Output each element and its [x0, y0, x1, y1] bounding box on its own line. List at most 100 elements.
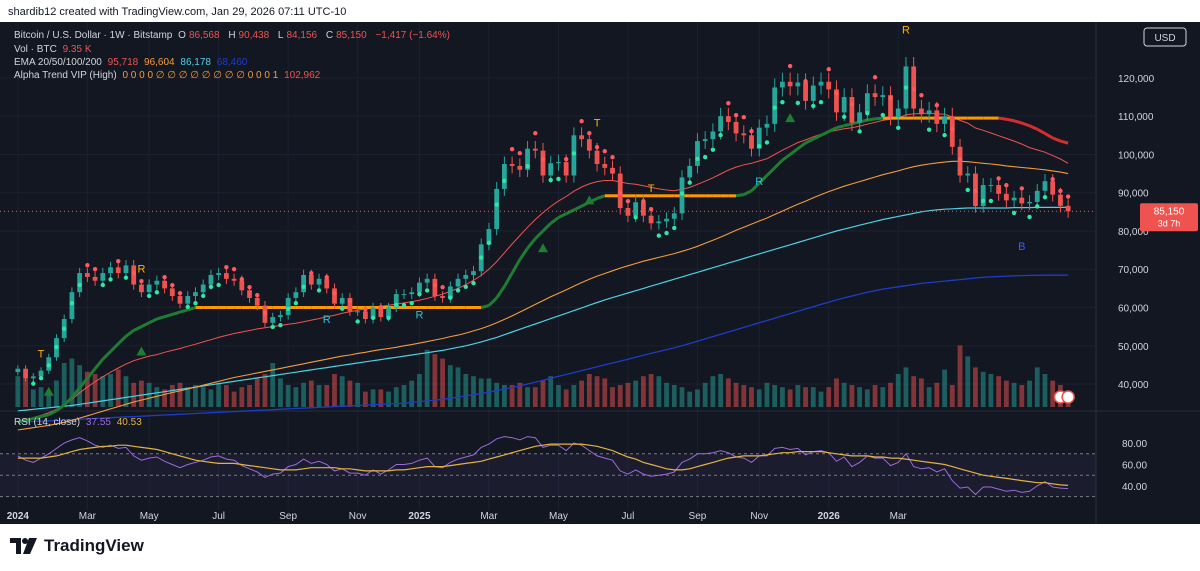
legend-o-label: O: [178, 30, 186, 41]
volume-bar: [231, 391, 237, 407]
trailing-stop-dot: [301, 284, 306, 289]
candle-body: [108, 267, 113, 274]
trailing-stop-dot: [201, 293, 206, 299]
time-tick-label: Nov: [750, 511, 768, 522]
brand-logo[interactable]: TradingView: [10, 536, 144, 556]
trailing-stop-dot: [77, 282, 82, 288]
trailing-stop-dot: [664, 230, 669, 236]
trailing-stop-dot: [1019, 186, 1025, 191]
volume-bar: [834, 378, 839, 407]
trailing-stop-dot: [247, 284, 252, 290]
rsi-tick-label: 80.00: [1122, 439, 1147, 450]
alpha-trend-segment: [557, 212, 567, 219]
candle-body: [463, 274, 469, 279]
candle-body: [826, 81, 832, 90]
price-tag-value: 85,150: [1154, 206, 1185, 217]
candle-body: [115, 267, 121, 274]
candle-body: [648, 215, 654, 224]
candle-body: [200, 284, 206, 293]
trailing-stop-dot: [31, 381, 36, 386]
volume-bar: [308, 380, 314, 407]
alpha-trend-segment: [93, 358, 104, 370]
alpha-trend-segment: [148, 317, 158, 325]
legend-ema20: 95,718: [107, 57, 139, 68]
alpha-trend-segment: [187, 306, 196, 312]
candle-body: [185, 296, 191, 304]
trailing-stop-dot: [911, 87, 916, 92]
trailing-stop-dot: [834, 91, 839, 96]
legend-h-label: H: [228, 30, 236, 41]
candle-body: [223, 273, 229, 279]
volume-bar: [409, 380, 415, 407]
volume-bar: [980, 371, 986, 407]
trailing-stop-dot: [494, 202, 499, 207]
alpha-trend-segment: [156, 315, 166, 321]
alpha-trend-segment: [541, 222, 552, 233]
alpha-trend-line: [17, 116, 1069, 424]
volume-bar: [455, 367, 461, 407]
volume-bar: [301, 382, 306, 407]
volume-bar: [370, 389, 376, 407]
volume-bar: [69, 358, 75, 407]
trailing-stop-dot: [525, 163, 530, 169]
volume-bar: [30, 389, 36, 407]
alpha-trend-segment: [503, 272, 514, 288]
trailing-stop-dot: [957, 157, 963, 162]
candle-body: [579, 135, 585, 140]
alpha-trend-segment: [1060, 139, 1069, 145]
candle-body: [100, 273, 106, 281]
alpha-trend-segment: [843, 122, 853, 128]
signal-label: T: [38, 348, 45, 360]
candle-body: [417, 282, 422, 293]
alpha-trend-segment: [781, 153, 792, 162]
trailing-stop-dot: [432, 282, 438, 288]
grid-layer: [0, 22, 1200, 524]
alpha-trend-segment: [109, 342, 120, 353]
trailing-stop-dot: [540, 157, 546, 162]
candle-body: [656, 221, 662, 224]
trailing-stop-dot: [1004, 183, 1009, 188]
trailing-stop-dot: [463, 284, 468, 289]
candle-body: [92, 276, 98, 281]
alpha-trend-segment: [140, 321, 150, 328]
trailing-stop-dot: [285, 306, 291, 311]
candle-body: [602, 164, 608, 168]
volume-bar: [702, 382, 708, 407]
trailing-stop-dot: [656, 233, 662, 238]
candle-body: [725, 116, 731, 122]
legend-alpha-values: 0 0 0 0 ∅ ∅ ∅ ∅ ∅ ∅ ∅ ∅ 0 0 0 1: [122, 70, 279, 81]
chart-frame[interactable]: T R T T R R R R B 40,000 50,000 60,000 70,000 80,000…: [0, 22, 1200, 524]
time-tick-label: Jul: [622, 511, 635, 522]
price-tick-label: 90,000: [1118, 189, 1149, 200]
volume-bar: [447, 365, 453, 407]
trailing-stop-dot: [293, 301, 299, 306]
volume-bar: [772, 385, 778, 407]
candle-body: [38, 370, 44, 377]
trailing-stop-dot: [370, 315, 376, 321]
chart-canvas[interactable]: T R T T R R R R B 40,000 50,000 60,000 70,000 80,000…: [0, 22, 1200, 524]
volume-bar: [162, 389, 167, 407]
trailing-stop-dot: [262, 310, 268, 316]
trailing-stop-dot: [61, 326, 67, 332]
alpha-trend-segment: [828, 126, 838, 133]
candle-body: [332, 288, 337, 304]
ema50-line: [17, 160, 1069, 431]
trailing-stop-dot: [278, 322, 283, 328]
volume-bar: [733, 382, 739, 407]
trailing-stop-dot: [324, 274, 329, 280]
candle-body: [532, 148, 538, 151]
candle-body: [455, 278, 461, 287]
currency-button[interactable]: [1143, 27, 1187, 47]
legend-ema200: 68,460: [216, 57, 248, 68]
trailing-stop-dot: [764, 140, 770, 145]
volume-bar: [540, 380, 546, 407]
candle-body: [548, 163, 554, 176]
time-tick-label: 2024: [7, 511, 30, 522]
trailing-stop-dot: [780, 100, 785, 105]
volume-bar: [710, 376, 716, 407]
candle-body: [1065, 205, 1071, 212]
volume-bar: [100, 376, 106, 407]
trailing-stop-dot: [556, 176, 561, 182]
volume-bar: [247, 385, 252, 407]
candle-body: [494, 188, 500, 230]
